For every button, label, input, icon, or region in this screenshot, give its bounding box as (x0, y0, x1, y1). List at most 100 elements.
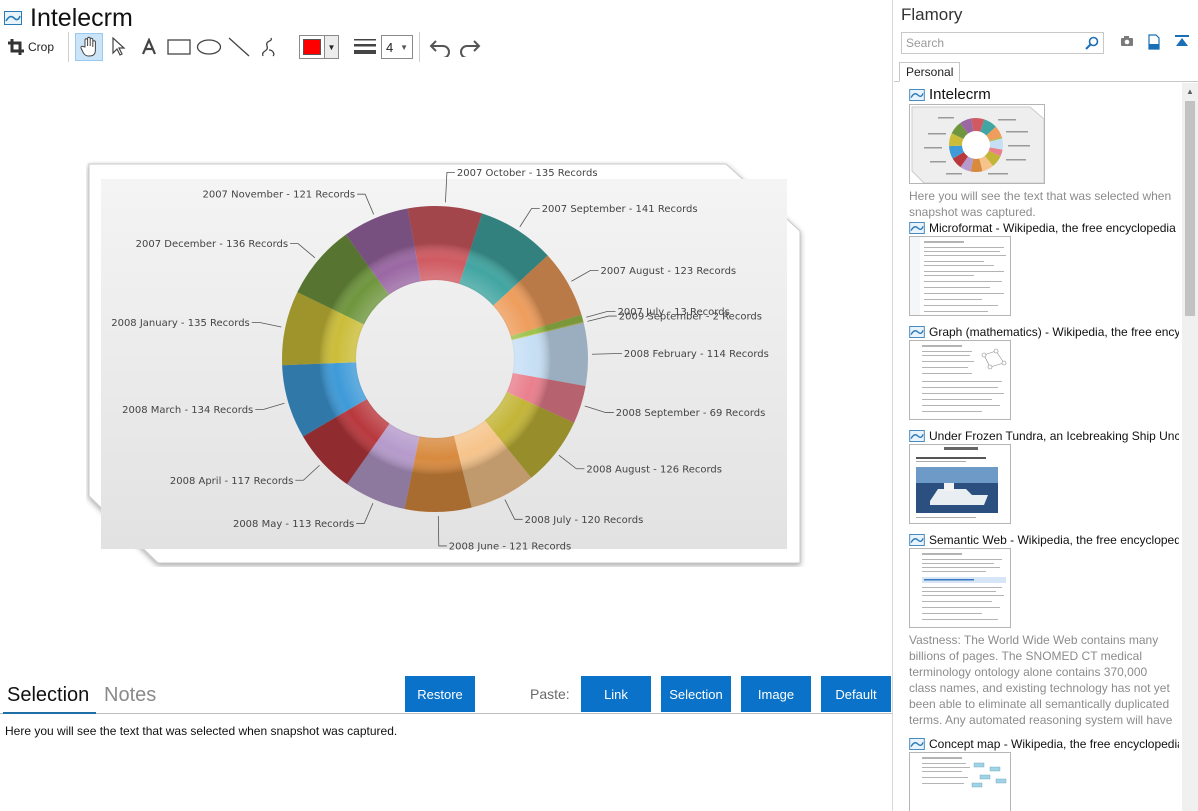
snapshot-icon (909, 738, 925, 750)
chevron-down-icon: ▼ (400, 42, 409, 52)
scroll-up-icon[interactable]: ▲ (1186, 86, 1194, 96)
webpage-thumbnail (910, 237, 1010, 315)
document-icon[interactable] (1147, 34, 1161, 50)
undo-button[interactable] (426, 33, 454, 61)
slice-label: 2009 September - 2 Records (619, 312, 762, 323)
dock-icon[interactable] (1174, 34, 1190, 48)
leader-line (591, 353, 622, 355)
sidebar-title: Flamory (901, 5, 963, 24)
history-item-title: Under Frozen Tundra, an Icebreaking Ship… (929, 429, 1179, 443)
line-width-button[interactable] (351, 33, 379, 61)
paste-image-button[interactable]: Image (741, 676, 811, 712)
paste-link-button[interactable]: Link (581, 676, 651, 712)
snapshot-history-list: Intelecrm Here you will see the tex (894, 83, 1182, 811)
leader-line (519, 207, 540, 228)
slice-label: 2008 September - 69 Records (616, 408, 766, 419)
donut-highlight (282, 206, 588, 512)
donut-slices (282, 206, 588, 512)
history-item-header: Under Frozen Tundra, an Icebreaking Ship… (909, 429, 1179, 443)
undo-icon (429, 40, 451, 57)
paste-selection-button[interactable]: Selection (661, 676, 731, 712)
hand-tool-button[interactable] (75, 33, 104, 61)
history-item[interactable]: Graph (mathematics) - Wikipedia, the fre… (909, 325, 1179, 420)
search-input[interactable] (906, 36, 1076, 50)
flamory-sidebar: Flamory Personal Intelecrm (894, 0, 1198, 811)
history-thumbnail (909, 752, 1011, 811)
history-item[interactable]: Concept map - Wikipedia, the free encycl… (909, 737, 1179, 811)
slice-label: 2008 July - 120 Records (525, 515, 644, 526)
leader-line (571, 269, 599, 282)
tab-selection[interactable]: Selection (7, 684, 90, 706)
search-icon[interactable] (1085, 36, 1099, 50)
leader-line (290, 243, 316, 259)
snapshot-icon (909, 534, 925, 546)
history-item[interactable]: Semantic Web - Wikipedia, the free encyc… (909, 533, 1179, 728)
toolbar-divider (419, 32, 421, 62)
history-thumbnail (909, 340, 1011, 420)
slice-label: 2008 February - 114 Records (624, 349, 769, 360)
history-item-header: Graph (mathematics) - Wikipedia, the fre… (909, 325, 1179, 339)
line-width-value: 4 (386, 39, 394, 55)
toolbar-divider (68, 32, 70, 62)
freehand-tool-button[interactable] (255, 33, 283, 61)
selection-text[interactable]: Here you will see the text that was sele… (5, 724, 398, 738)
history-item-header: Intelecrm (909, 86, 1179, 103)
history-item[interactable]: Under Frozen Tundra, an Icebreaking Ship… (909, 429, 1179, 524)
leader-line (437, 515, 447, 547)
hand-icon (80, 36, 96, 57)
slice-label: 2007 December - 136 Records (136, 239, 288, 250)
leader-line (357, 193, 375, 215)
leader-line (251, 322, 282, 328)
history-item-note: Here you will see the text that was sele… (909, 189, 1172, 219)
history-thumbnail (909, 548, 1011, 628)
rectangle-icon (167, 39, 191, 55)
leader-line (504, 499, 523, 520)
webpage-thumbnail (910, 341, 1010, 419)
pointer-icon (112, 37, 126, 56)
donut-chart: 2007 October - 135 Records 2007 September… (88, 163, 801, 564)
history-item-header: Microformat - Wikipedia, the free encycl… (909, 221, 1179, 235)
leader-line (356, 503, 374, 524)
scroll-thumb[interactable] (1185, 101, 1195, 316)
line-tool-button[interactable] (225, 33, 253, 61)
line-width-icon (354, 39, 377, 54)
history-item-note: Vastness: The World Wide Web contains ma… (909, 633, 1173, 727)
chevron-down-icon: ▼ (324, 36, 339, 58)
freehand-icon (262, 37, 275, 57)
history-item-title: Graph (mathematics) - Wikipedia, the fre… (929, 325, 1179, 339)
slice-label: 2008 March - 134 Records (122, 405, 253, 416)
slice-label: 2007 July - 13 Records (618, 307, 730, 318)
crop-label: Crop (28, 40, 55, 54)
tab-personal[interactable]: Personal (899, 62, 961, 82)
history-item[interactable]: Microformat - Wikipedia, the free encycl… (909, 221, 1179, 316)
history-item[interactable]: Intelecrm Here you will see the tex (909, 86, 1179, 220)
text-tool-button[interactable] (135, 33, 163, 61)
restore-button[interactable]: Restore (405, 676, 475, 712)
crop-button[interactable]: Crop (4, 33, 58, 61)
page-title: Intelecrm (30, 4, 133, 32)
slice-label: 2007 September - 141 Records (542, 204, 698, 215)
paste-default-button[interactable]: Default (821, 676, 891, 712)
slice-label: 2008 January - 135 Records (111, 318, 250, 329)
history-item-title: Microformat - Wikipedia, the free encycl… (929, 221, 1176, 235)
history-item-title: Concept map - Wikipedia, the free encycl… (929, 737, 1179, 751)
history-item-header: Concept map - Wikipedia, the free encycl… (909, 737, 1179, 751)
snapshot-canvas[interactable]: 2007 October - 135 Records 2007 September… (86, 161, 806, 567)
search-box[interactable] (901, 32, 1104, 54)
snapshot-icon (909, 430, 925, 442)
redo-button[interactable] (456, 33, 484, 61)
ellipse-tool-button[interactable] (195, 33, 223, 61)
data-labels: 2007 October - 135 Records 2007 September… (111, 168, 769, 553)
stroke-color-picker[interactable]: ▼ (299, 35, 340, 59)
rectangle-tool-button[interactable] (165, 33, 193, 61)
slice-label: 2007 August - 123 Records (601, 266, 737, 277)
leader-lines (251, 171, 622, 547)
sidebar-tabs: Personal (894, 62, 1198, 82)
pointer-tool-button[interactable] (105, 33, 133, 61)
slice-label: 2008 May - 113 Records (233, 519, 354, 530)
tab-notes[interactable]: Notes (104, 684, 157, 706)
camera-icon[interactable] (1120, 34, 1134, 48)
line-width-select[interactable]: 4 ▼ (381, 35, 414, 59)
sidebar-scrollbar[interactable]: ▲ (1182, 83, 1198, 811)
history-thumbnail (909, 104, 1045, 184)
